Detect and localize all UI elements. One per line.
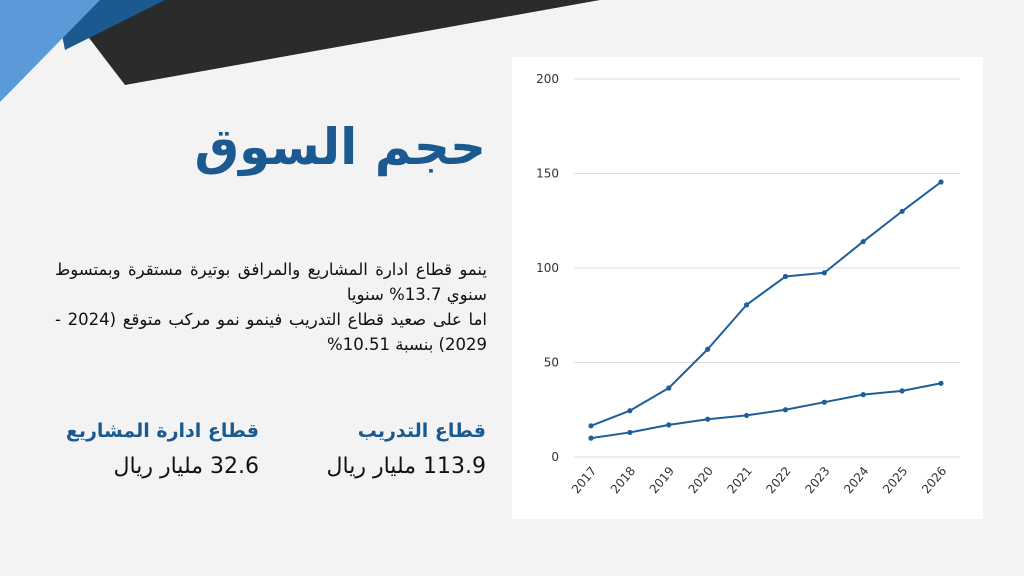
data-point [860, 392, 866, 398]
data-point [743, 412, 750, 419]
corner-blue-shape [0, 0, 100, 102]
y-tick-label: 100 [536, 261, 559, 275]
data-point [588, 435, 594, 441]
chart-panel: 0 50 100 150 200 2017 2018 2019 2020 2021 2022 2023… [512, 57, 983, 519]
data-point [782, 407, 789, 413]
stat-training-value: 113.9 مليار ريال [326, 454, 486, 479]
data-point [666, 385, 672, 391]
data-point [782, 273, 789, 280]
stat-project-management: قطاع ادارة المشاريع 32.6 مليار ريال [66, 420, 259, 479]
x-tick-label: 2026 [919, 464, 949, 496]
slide-title: حجم السوق [194, 118, 486, 176]
line-chart: 0 50 100 150 200 2017 2018 2019 2020 2021 2022 2023… [536, 72, 960, 496]
description-paragraph: ينمو قطاع ادارة المشاريع والمرافق بوتيرة… [55, 257, 487, 357]
stat-project-management-value: 32.6 مليار ريال [113, 454, 259, 479]
stat-training: قطاع التدريب 113.9 مليار ريال [327, 420, 486, 479]
x-tick-label: 2019 [647, 464, 677, 496]
x-tick-label: 2022 [763, 464, 793, 496]
y-tick-label: 50 [544, 356, 559, 370]
data-point [899, 208, 905, 214]
description-line-2: اما على صعيد قطاع التدريب فينمو نمو مركب… [55, 310, 487, 354]
data-point [938, 380, 944, 386]
x-tick-label: 2025 [880, 464, 910, 496]
y-tick-label: 200 [536, 72, 559, 86]
corner-dark-shape [60, 0, 600, 85]
x-tick-label: 2024 [841, 464, 871, 496]
description-line-1: ينمو قطاع ادارة المشاريع والمرافق بوتيرة… [55, 260, 487, 304]
y-tick-label: 0 [551, 450, 559, 464]
stat-project-management-label: قطاع ادارة المشاريع [65, 420, 259, 442]
data-point [899, 388, 905, 394]
series-line-2 [590, 382, 942, 440]
data-point [743, 302, 750, 308]
data-point [627, 408, 633, 414]
data-point [588, 423, 594, 429]
x-tick-label: 2021 [724, 464, 754, 496]
y-tick-label: 150 [536, 167, 559, 181]
x-tick-label: 2018 [608, 464, 638, 496]
data-point [821, 270, 827, 276]
data-point [666, 422, 672, 428]
data-point [627, 429, 633, 436]
data-point [821, 399, 827, 405]
corner-decoration [0, 0, 600, 102]
data-point [860, 238, 866, 245]
data-point [705, 416, 711, 422]
data-point [705, 346, 711, 352]
x-tick-label: 2023 [802, 464, 832, 496]
series-line-1 [590, 181, 942, 427]
x-tick-label: 2017 [569, 464, 599, 496]
data-point [938, 179, 944, 185]
stat-training-label: قطاع التدريب [357, 420, 486, 442]
x-tick-label: 2020 [686, 464, 716, 496]
